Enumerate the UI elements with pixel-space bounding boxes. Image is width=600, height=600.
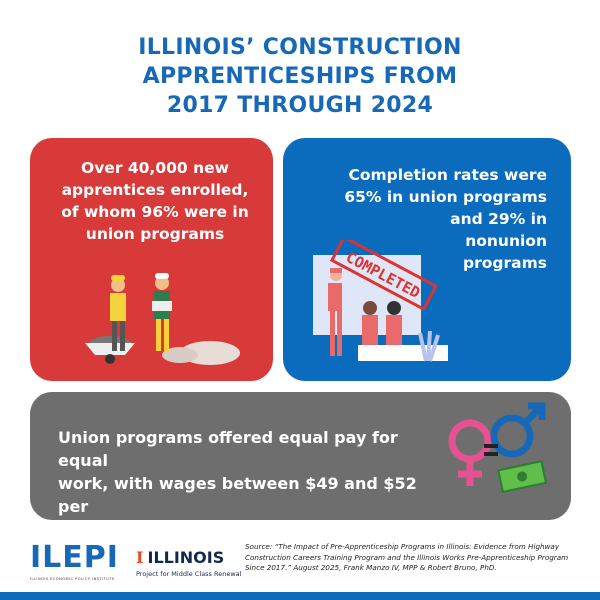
source-citation: Source: “The Impact of Pre-Apprenticeshi… (245, 542, 569, 572)
text-line: hour regardless of race or gender (58, 520, 363, 539)
ilepi-logo: ILEPI (30, 540, 119, 575)
completion-text: Completion rates were 65% in union progra… (307, 164, 547, 274)
illinois-logo-text: ILLINOIS (147, 548, 225, 567)
stamp-text: COMPLETED (343, 248, 423, 302)
enrollment-text: Over 40,000 new apprentices enrolled, of w… (40, 157, 270, 245)
pay-text: Union programs offered equal pay for equ… (58, 426, 448, 541)
text-line: 65% in union programs (344, 188, 547, 206)
pay-card: Union programs offered equal pay for equ… (30, 392, 571, 539)
gender-equality-money-icon (448, 402, 548, 494)
illinois-logo: I ILLINOIS (136, 548, 224, 567)
page-title: ILLINOIS’ CONSTRUCTION APPRENTICESHIPS F… (0, 33, 600, 120)
text-line: of whom 96% were in (61, 203, 249, 221)
ilepi-subtitle: ILLINOIS ECONOMIC POLICY INSTITUTE (30, 577, 115, 581)
title-line: 2017 THROUGH 2024 (166, 93, 434, 118)
text-line: union programs (85, 225, 225, 243)
completion-card: Completion rates were 65% in union progra… (283, 138, 571, 381)
text-line: and 29% in (450, 210, 547, 228)
title-line: ILLINOIS’ CONSTRUCTION (138, 35, 462, 60)
text-line: apprentices enrolled, (61, 181, 249, 199)
text-line: Union programs offered equal pay for equ… (58, 428, 398, 470)
completed-stamp: COMPLETED (329, 240, 438, 310)
text-line: nonunion (465, 232, 547, 250)
block-i-icon: I (136, 548, 144, 567)
construction-workers-icon (85, 273, 240, 365)
text-line: Completion rates were (348, 166, 547, 184)
title-line: APPRENTICESHIPS FROM (142, 64, 458, 89)
text-line: programs (463, 254, 547, 272)
illinois-subtitle: Project for Middle Class Renewal (136, 570, 242, 578)
text-line: Over 40,000 new (81, 159, 229, 177)
text-line: work, with wages between $49 and $52 per (58, 474, 417, 516)
enrollment-card: Over 40,000 new apprentices enrolled, of w… (30, 138, 273, 381)
footer-bar (0, 592, 600, 600)
